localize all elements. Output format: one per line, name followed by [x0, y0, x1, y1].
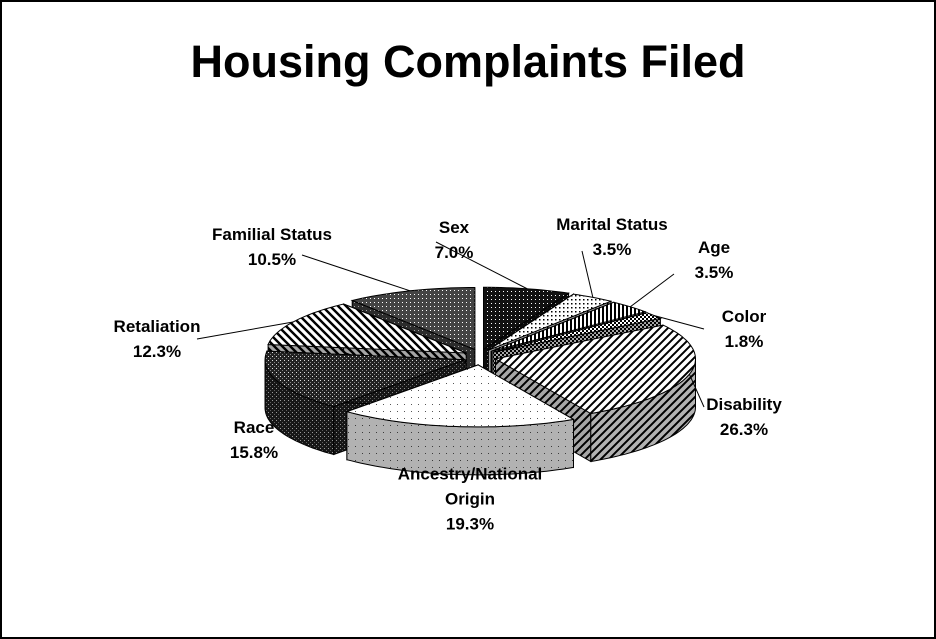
value-label: 1.8%	[724, 332, 764, 351]
data-label: Race 15.8%	[230, 415, 278, 465]
leader-line	[435, 241, 528, 290]
category-label: Age	[697, 238, 731, 257]
data-label: Color 1.8%	[722, 304, 766, 354]
category-label: Retaliation	[113, 317, 201, 336]
pie-slice	[264, 350, 466, 408]
leader-line	[581, 250, 594, 298]
data-label: Disability 26.3%	[706, 392, 782, 442]
value-label: 12.3%	[132, 342, 182, 361]
value-label: 3.5%	[694, 263, 734, 282]
pie-slice	[345, 364, 575, 428]
data-label: Ancestry/National Origin 19.3%	[383, 462, 558, 537]
category-label: Ancestry/National Origin	[397, 464, 543, 509]
value-label: 7.0%	[434, 243, 474, 262]
category-label: Race	[233, 418, 275, 437]
leader-line	[196, 321, 294, 340]
category-label: Familial Status	[212, 225, 332, 244]
slice-shade	[346, 411, 574, 475]
pie-slice	[490, 301, 647, 352]
chart-title: Housing Complaints Filed	[190, 36, 746, 87]
pie-slice	[492, 312, 663, 353]
value-label: 3.5%	[592, 240, 632, 259]
category-label: Disability	[706, 395, 782, 414]
pie-slice	[267, 303, 467, 354]
leader-line	[630, 273, 675, 308]
data-label: Marital Status 3.5%	[556, 212, 667, 262]
leader-line	[301, 254, 411, 292]
category-label: Marital Status	[556, 215, 668, 234]
value-label: 26.3%	[719, 420, 769, 439]
slice-shade	[265, 359, 334, 455]
pie-slice	[483, 286, 570, 351]
value-label: 15.8%	[229, 443, 279, 462]
value-label: 19.3%	[445, 514, 495, 534]
pie-slice	[488, 293, 613, 351]
value-label: 10.5%	[247, 250, 297, 269]
leader-line	[688, 373, 705, 408]
category-label: Sex	[438, 218, 470, 237]
data-label: Sex 7.0%	[435, 215, 474, 265]
data-label: Age 3.5%	[695, 235, 734, 285]
data-label: Retaliation 12.3%	[114, 314, 201, 364]
data-label: Familial Status 10.5%	[212, 222, 332, 272]
slice-shade	[590, 358, 696, 462]
leader-line	[653, 315, 705, 330]
category-label: Color	[721, 307, 767, 326]
